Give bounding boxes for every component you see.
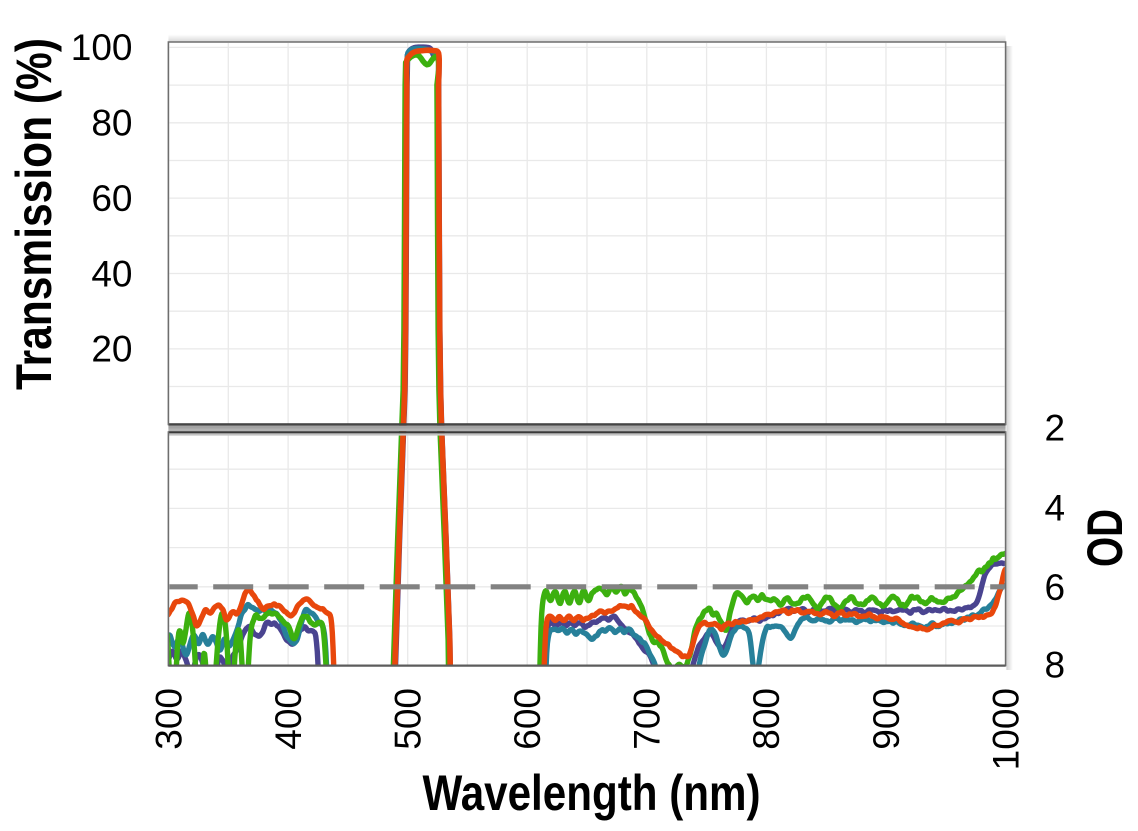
svg-text:OD: OD (1077, 509, 1133, 567)
svg-text:2: 2 (1045, 407, 1066, 448)
svg-text:4: 4 (1045, 487, 1066, 528)
svg-text:Wavelength (nm): Wavelength (nm) (423, 765, 761, 821)
svg-text:500: 500 (388, 688, 429, 750)
svg-text:300: 300 (148, 688, 189, 750)
svg-text:900: 900 (866, 688, 907, 750)
svg-text:60: 60 (91, 178, 132, 219)
svg-text:6: 6 (1045, 567, 1066, 608)
svg-text:600: 600 (507, 688, 548, 750)
svg-text:Transmission (%): Transmission (%) (6, 38, 62, 390)
svg-text:1000: 1000 (985, 688, 1026, 770)
svg-text:100: 100 (71, 27, 133, 68)
svg-text:8: 8 (1045, 644, 1066, 685)
svg-text:700: 700 (627, 688, 668, 750)
svg-text:400: 400 (268, 688, 309, 750)
svg-text:40: 40 (91, 253, 132, 294)
svg-text:20: 20 (91, 329, 132, 370)
svg-text:80: 80 (91, 103, 132, 144)
svg-text:800: 800 (746, 688, 787, 750)
